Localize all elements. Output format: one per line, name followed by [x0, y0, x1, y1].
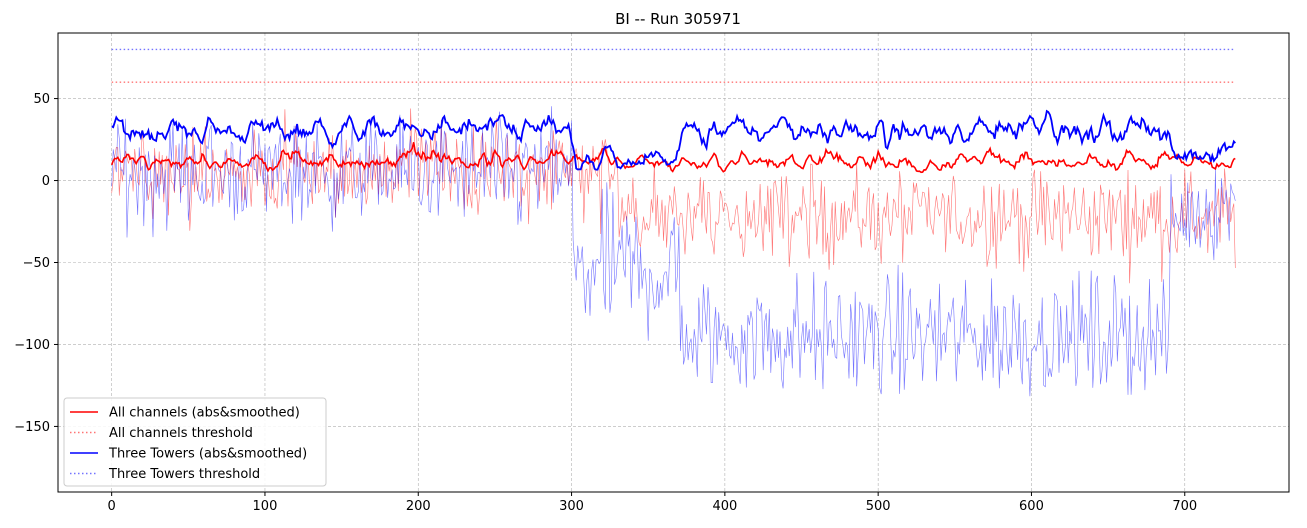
threshold-lines	[111, 48, 1236, 83]
y-tick-label--100: −100	[14, 338, 50, 353]
legend-label-3: Three Towers threshold	[108, 467, 260, 482]
smoothed-line-1	[111, 109, 1236, 171]
y-tick-label-50: 50	[33, 92, 50, 107]
x-tick-label-100: 100	[253, 499, 278, 514]
y-tick-label-0: 0	[42, 174, 50, 189]
chart-title: BI -- Run 305971	[615, 10, 741, 28]
x-tick-label-200: 200	[406, 499, 431, 514]
legend-label-0: All channels (abs&smoothed)	[109, 406, 300, 421]
x-tick-label-300: 300	[559, 499, 584, 514]
smoothed-line-0	[110, 142, 1236, 174]
legend-label-1: All channels threshold	[109, 426, 253, 441]
x-tick-label-600: 600	[1019, 499, 1044, 514]
legend-label-2: Three Towers (abs&smoothed)	[108, 447, 307, 462]
y-tick-label--50: −50	[23, 256, 50, 271]
x-tick-label-500: 500	[866, 499, 891, 514]
raw-series	[111, 106, 1236, 397]
raw-line-three-towers	[111, 106, 1236, 397]
x-tick-label-400: 400	[712, 499, 737, 514]
y-tick-label--150: −150	[14, 420, 50, 435]
raw-line-all-channels	[111, 108, 1236, 284]
x-tick-label-0: 0	[108, 499, 116, 514]
smoothed-series	[110, 109, 1236, 174]
x-tick-label-700: 700	[1172, 499, 1197, 514]
legend: All channels (abs&smoothed) All channels …	[63, 397, 327, 487]
legend-box	[63, 397, 327, 487]
